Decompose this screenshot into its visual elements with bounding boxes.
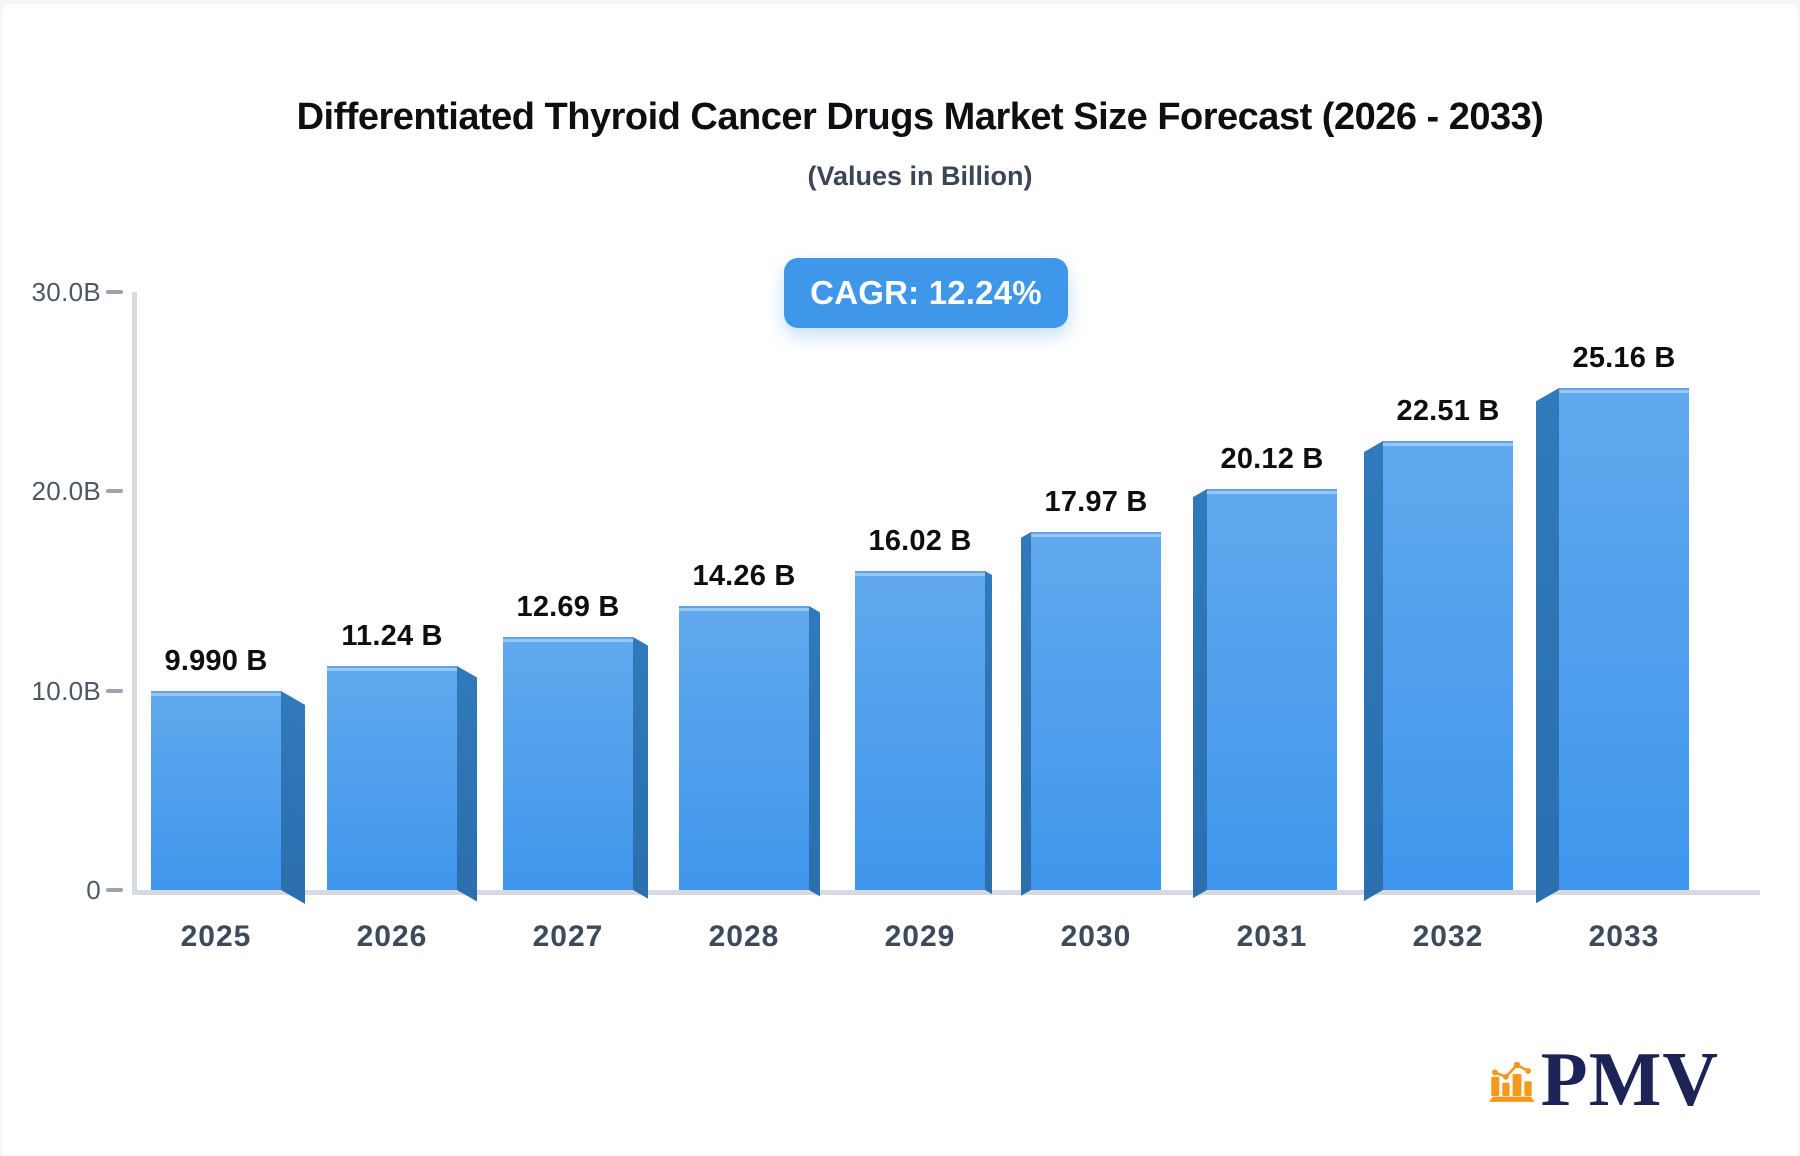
bar-side-face-2031 [1193, 488, 1207, 899]
bar-side-face-2029 [985, 570, 992, 895]
chart-card: Differentiated Thyroid Cancer Drugs Mark… [2, 4, 1798, 1156]
x-axis-label-2029: 2029 [884, 920, 956, 953]
pmv-logo: PMV [1489, 1036, 1719, 1122]
bar-side-face-2028 [809, 605, 820, 897]
bar-value-label-2025: 9.990 B [164, 644, 268, 677]
bar-side-face-2030 [1021, 531, 1031, 896]
bar-value-label-2027: 12.69 B [516, 591, 620, 624]
bar-value-label-2029: 16.02 B [868, 524, 972, 557]
y-axis-line [132, 292, 137, 895]
chart-header: Differentiated Thyroid Cancer Drugs Mark… [42, 96, 1798, 192]
bar-2028[interactable] [679, 605, 809, 890]
bar-side-face-2025 [281, 690, 305, 904]
x-axis-label-2033: 2033 [1588, 920, 1660, 953]
bar-value-label-2026: 11.24 B [341, 619, 443, 652]
y-tick-label-30.0B: 30.0B [31, 277, 101, 307]
x-axis-label-2027: 2027 [532, 920, 604, 953]
y-tick-label-10.0B: 10.0B [31, 675, 101, 706]
bar-value-label-2028: 14.26 B [692, 559, 796, 592]
y-tick-label-0: 0 [86, 875, 101, 905]
bar-value-label-2030: 17.97 B [1044, 485, 1148, 518]
bar-side-face-2032 [1364, 441, 1383, 901]
bar-value-label-2033: 25.16 B [1572, 342, 1676, 375]
bar-2031[interactable] [1207, 488, 1337, 890]
x-axis-label-2030: 2030 [1060, 920, 1132, 953]
x-axis-label-2025: 2025 [180, 920, 252, 953]
pmv-logo-icon [1489, 1061, 1535, 1102]
chart-title: Differentiated Thyroid Cancer Drugs Mark… [296, 96, 1544, 138]
bar-value-label-2031: 20.12 B [1220, 442, 1324, 475]
x-axis-label-2026: 2026 [356, 920, 428, 953]
x-axis-label-2031: 2031 [1236, 920, 1308, 953]
bar-2033[interactable] [1559, 388, 1689, 890]
bar-2026[interactable] [327, 665, 457, 890]
bar-2030[interactable] [1031, 531, 1161, 890]
bar-value-label-2032: 22.51 B [1396, 395, 1500, 428]
bar-2025[interactable] [151, 690, 281, 890]
bar-side-face-2026 [457, 665, 477, 902]
bar-2027[interactable] [503, 637, 633, 890]
bar-2032[interactable] [1383, 441, 1513, 890]
chart-subtitle: (Values in Billion) [807, 161, 1033, 191]
bar-side-face-2027 [633, 637, 648, 899]
x-axis-line [132, 890, 1760, 895]
y-tick-mark [106, 489, 123, 494]
y-tick-label-20.0B: 20.0B [31, 476, 101, 507]
y-tick-mark [106, 290, 123, 294]
pmv-logo-text: PMV [1540, 1035, 1719, 1122]
x-axis-label-2032: 2032 [1412, 920, 1484, 953]
y-tick-mark [106, 688, 123, 693]
bar-side-face-2033 [1536, 388, 1559, 904]
x-axis-label-2028: 2028 [708, 920, 780, 953]
bar-2029[interactable] [855, 570, 985, 890]
y-tick-mark [106, 888, 123, 892]
cagr-badge: CAGR: 12.24% [784, 258, 1068, 328]
